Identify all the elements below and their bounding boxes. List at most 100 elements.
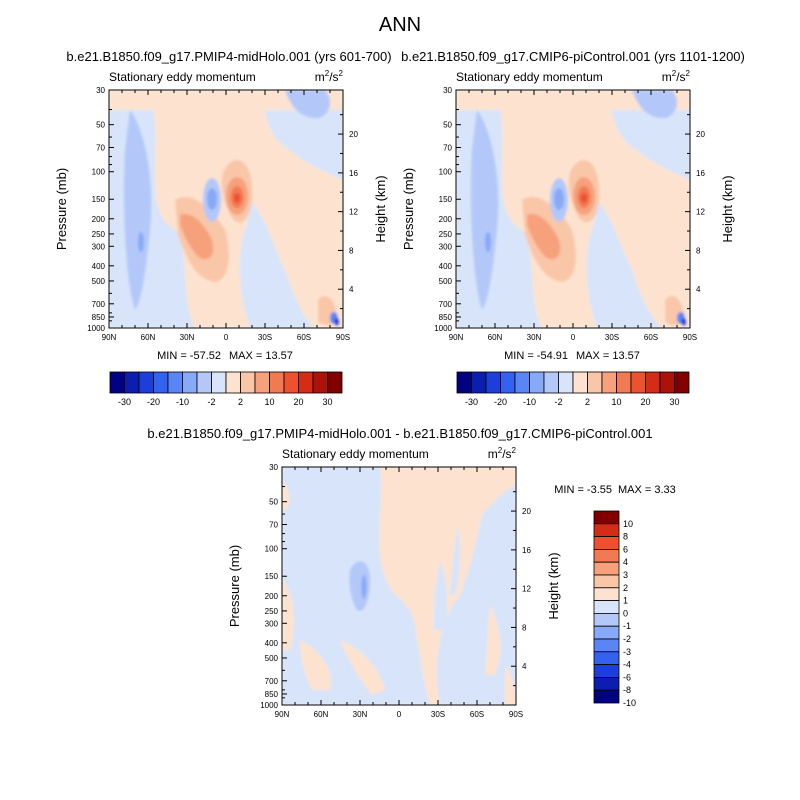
- panel-top-right-title: b.e21.B1850.f09_g17.CMIP6-piControl.001 …: [401, 49, 745, 64]
- x-tick-label-top-right-2: 30N: [527, 333, 542, 342]
- panel-top-right: b.e21.B1850.f09_g17.CMIP6-piControl.001 …: [401, 49, 745, 407]
- x-tick-label-bottom-3: 0: [397, 710, 402, 719]
- colorbar-swatch-top-right-15: [674, 371, 690, 394]
- colorbar-swatch-top-left-2: [138, 371, 154, 394]
- x-tick-label-top-right-1: 60N: [488, 333, 503, 342]
- colorbar-swatch-top-left-4: [167, 371, 183, 394]
- colorbar-label-bottom-12: -6: [623, 672, 631, 682]
- colorbar-swatch-top-right-9: [587, 371, 603, 394]
- colorbar-swatch-top-right-1: [471, 371, 487, 394]
- y-tick-label-top-right-5: 200: [439, 215, 453, 224]
- colorbar-swatch-bottom-3: [593, 549, 620, 563]
- y-tick-label-top-left-12: 1000: [87, 324, 105, 333]
- panel-bottom-ticks: 3050701001502002503004005007008501000481…: [260, 463, 531, 719]
- y-tick-label-top-right-8: 400: [439, 262, 453, 271]
- y-tick-label-top-right-12: 1000: [434, 324, 452, 333]
- colorbar-swatch-top-left-10: [254, 371, 270, 394]
- colorbar-swatch-top-right-10: [601, 371, 617, 394]
- y-tick-label-bottom-11: 850: [265, 690, 279, 699]
- panel-top-right-y2label: Height (km): [720, 175, 735, 242]
- y2-tick-label-top-left-1: 8: [349, 246, 354, 255]
- panel-top-right-ticks: 3050701001502002503004005007008501000481…: [434, 86, 705, 342]
- panel-top-right-ylabel: Pressure (mb): [401, 168, 416, 250]
- x-tick-label-top-right-3: 0: [571, 333, 576, 342]
- colorbar-label-bottom-8: -1: [623, 621, 631, 631]
- y2-tick-label-top-left-0: 4: [349, 285, 354, 294]
- colorbar-swatch-bottom-0: [593, 510, 620, 525]
- y-tick-label-bottom-10: 700: [265, 677, 279, 686]
- colorbar-swatch-top-right-2: [485, 371, 501, 394]
- panel-top-right-units: m2/s2: [662, 69, 691, 84]
- y2-tick-label-top-right-3: 16: [696, 169, 705, 178]
- y-tick-label-top-left-4: 150: [92, 195, 106, 204]
- colorbar-swatch-bottom-13: [593, 677, 620, 691]
- colorbar-swatch-bottom-4: [593, 561, 620, 576]
- colorbar-label-top-left-3: -2: [207, 397, 215, 407]
- panel-bottom-field: [282, 467, 516, 705]
- panel-bottom-ylabel: Pressure (mb): [227, 545, 242, 627]
- y-tick-label-bottom-9: 500: [265, 654, 279, 663]
- colorbar-label-top-left-1: -20: [147, 397, 160, 407]
- y2-tick-label-top-left-4: 20: [349, 130, 358, 139]
- panel-bottom-min: MIN = -3.55: [554, 484, 612, 496]
- y2-tick-label-top-right-0: 4: [696, 285, 701, 294]
- y-tick-label-top-right-10: 700: [439, 300, 453, 309]
- y-tick-label-top-left-11: 850: [92, 313, 106, 322]
- panel-top-right-max: MAX = 13.57: [576, 350, 640, 362]
- colorbar-swatch-bottom-9: [593, 625, 620, 640]
- y-tick-label-bottom-3: 100: [265, 545, 279, 554]
- figure-title: ANN: [379, 14, 421, 36]
- x-tick-label-top-right-4: 30S: [605, 333, 619, 342]
- colorbar-swatch-bottom-14: [593, 689, 620, 704]
- colorbar-swatch-top-left-9: [240, 371, 256, 394]
- x-tick-label-top-left-2: 30N: [180, 333, 195, 342]
- colorbar-swatch-bottom-6: [593, 587, 620, 601]
- colorbar-swatch-top-left-15: [327, 371, 343, 394]
- colorbar-label-bottom-9: -2: [623, 634, 631, 644]
- colorbar-swatch-top-left-0: [109, 371, 125, 394]
- x-tick-label-bottom-5: 60S: [470, 710, 484, 719]
- y-tick-label-top-left-0: 30: [96, 86, 105, 95]
- y-tick-label-top-right-9: 500: [439, 277, 453, 286]
- y-tick-label-bottom-5: 200: [265, 592, 279, 601]
- panel-top-left-ylabel: Pressure (mb): [54, 168, 69, 250]
- y-tick-label-top-right-2: 70: [443, 144, 452, 153]
- colorbar-swatch-top-right-11: [616, 371, 632, 394]
- colorbar-swatch-top-right-14: [659, 371, 675, 394]
- x-tick-label-bottom-6: 90S: [509, 710, 523, 719]
- y2-tick-label-top-right-1: 8: [696, 246, 701, 255]
- colorbar-label-top-left-6: 20: [293, 397, 303, 407]
- colorbar-swatch-top-right-0: [456, 371, 472, 394]
- colorbar-swatch-top-left-3: [153, 371, 169, 394]
- y-tick-label-top-right-0: 30: [443, 86, 452, 95]
- colorbar-label-top-left-2: -10: [176, 397, 189, 407]
- x-tick-label-top-right-6: 90S: [683, 333, 697, 342]
- y-tick-label-top-left-10: 700: [92, 300, 106, 309]
- y-tick-label-top-left-7: 300: [92, 242, 106, 251]
- x-tick-label-top-left-3: 0: [224, 333, 229, 342]
- panel-top-left-min: MIN = -57.52: [157, 350, 221, 362]
- panel-bottom-title: b.e21.B1850.f09_g17.PMIP4-midHolo.001 - …: [147, 426, 652, 441]
- panel-top-left-y2label: Height (km): [373, 175, 388, 242]
- y-tick-label-top-left-8: 400: [92, 262, 106, 271]
- y-tick-label-bottom-0: 30: [269, 463, 278, 472]
- colorbar-label-top-right-1: -20: [494, 397, 507, 407]
- colorbar-swatch-top-left-7: [211, 371, 227, 394]
- colorbar-label-bottom-7: 0: [623, 608, 628, 618]
- colorbar-label-top-right-6: 20: [640, 397, 650, 407]
- x-tick-label-bottom-0: 90N: [275, 710, 290, 719]
- colorbar-swatch-bottom-8: [593, 613, 620, 627]
- x-tick-label-bottom-4: 30S: [431, 710, 445, 719]
- y-tick-label-top-left-2: 70: [96, 144, 105, 153]
- colorbar-swatch-bottom-10: [593, 638, 620, 653]
- colorbar-label-top-right-2: -10: [523, 397, 536, 407]
- colorbar-swatch-bottom-7: [593, 600, 620, 614]
- y2-tick-label-bottom-2: 12: [522, 585, 531, 594]
- colorbar-label-top-left-5: 10: [264, 397, 274, 407]
- panel-top-right-subtitle: Stationary eddy momentum: [456, 70, 603, 84]
- colorbar-label-top-right-3: -2: [554, 397, 562, 407]
- colorbar-swatch-bottom-5: [593, 574, 620, 589]
- colorbar-label-top-left-0: -30: [118, 397, 131, 407]
- colorbar-label-bottom-11: -4: [623, 660, 631, 670]
